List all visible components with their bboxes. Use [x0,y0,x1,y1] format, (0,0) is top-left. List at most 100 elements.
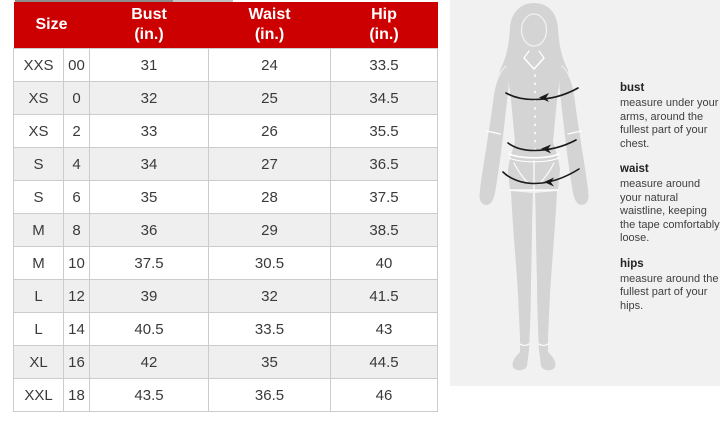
waist-cell: 26 [208,114,332,148]
size-letter-cell: XL [13,345,64,379]
top-crop-line-light [173,0,233,2]
hip-cell: 37.5 [330,180,439,214]
header-size-label: Size [35,16,68,33]
measure-section-title: bust [620,82,645,94]
waist-cell: 36.5 [208,378,332,412]
bust-cell: 31 [89,48,210,82]
size-chart-row: S 4 34 27 36.5 [13,147,439,181]
header-bust-label: Bust (in.) [131,6,167,43]
hip-cell: 35.5 [330,114,439,148]
bust-cell: 35 [89,180,210,214]
waist-cell: 30.5 [208,246,332,280]
waist-arrowhead [541,144,551,154]
size-number-cell: 0 [62,81,91,115]
header-waist: Waist (in.) [208,2,331,49]
bust-cell: 32 [89,81,210,115]
hip-cell: 44.5 [330,345,439,379]
measure-section: bust measure under your arms, around the… [620,82,720,151]
bust-cell: 43.5 [89,378,210,412]
bust-cell: 37.5 [89,246,210,280]
size-number-cell: 16 [62,345,91,379]
measure-section-title: hips [620,257,644,270]
size-chart-row: XS 2 33 26 35.5 [13,114,439,148]
waist-cell: 32 [208,279,332,313]
measure-section-text: measure around the fullest part of your … [620,272,719,312]
figure-right-arm [558,65,590,206]
figure-left-leg [511,191,533,371]
measurement-arrows [502,87,580,185]
header-waist-label: Waist (in.) [248,6,291,43]
size-chart-row: S 6 35 28 37.5 [13,180,439,214]
top-crop-line-dark [15,0,173,2]
size-number-cell: 2 [62,114,91,148]
figure-face [520,13,548,47]
bust-cell: 36 [89,213,210,247]
size-chart-row: XXS 00 31 24 33.5 [13,48,439,82]
hip-arrowhead [544,177,554,187]
bust-cell: 34 [89,147,210,181]
hip-cell: 41.5 [330,279,439,313]
size-chart-row: XS 0 32 25 34.5 [13,81,439,115]
size-letter-cell: XXL [13,378,64,412]
header-hip: Hip (in.) [330,2,438,49]
size-letter-cell: XXS [13,48,64,82]
how-to-measure-panel: bust measure under your arms, around the… [450,0,720,386]
size-number-cell: 10 [62,246,91,280]
hip-cell: 46 [330,378,439,412]
size-letter-cell: L [13,279,64,313]
hip-cell: 40 [330,246,439,280]
size-chart-row: M 8 36 29 38.5 [13,213,439,247]
bust-arrowhead [539,93,549,102]
hip-arrow [502,168,580,185]
bust-cell: 33 [89,114,210,148]
size-chart-row: M 10 37.5 30.5 40 [13,246,439,280]
size-chart-row: XXL 18 43.5 36.5 46 [13,378,439,412]
bust-cell: 39 [89,279,210,313]
waist-cell: 28 [208,180,332,214]
measure-section: hips measure around the fullest part of … [620,258,720,314]
measure-section-text: measure under your arms, around the full… [620,97,719,150]
size-number-cell: 8 [62,213,91,247]
waist-cell: 35 [208,345,332,379]
woman-silhouette-measurement-figure [478,3,590,371]
figure-right-leg [535,191,557,371]
figure-left-arm [478,65,510,206]
hip-cell: 38.5 [330,213,439,247]
waist-cell: 25 [208,81,332,115]
measure-section-title: waist [620,163,649,175]
waist-cell: 33.5 [208,312,332,346]
bust-cell: 42 [89,345,210,379]
size-number-cell: 14 [62,312,91,346]
size-letter-cell: M [13,246,64,280]
size-number-cell: 18 [62,378,91,412]
size-chart-row: L 14 40.5 33.5 43 [13,312,439,346]
size-number-cell: 12 [62,279,91,313]
size-number-cell: 6 [62,180,91,214]
size-chart-table: Size Bust (in.) Waist (in.) Hip (in.) XX… [13,2,439,412]
waist-cell: 27 [208,147,332,181]
waist-cell: 24 [208,48,332,82]
size-chart-body: XXS 00 31 24 33.5 XS 0 32 25 34.5 XS 2 [13,48,439,412]
measure-section-text: measure around your natural waistline, k… [620,178,720,244]
size-letter-cell: S [13,180,64,214]
size-chart-header-row: Size Bust (in.) Waist (in.) Hip (in.) [13,2,438,49]
hip-cell: 43 [330,312,439,346]
size-chart-row: XL 16 42 35 44.5 [13,345,439,379]
size-letter-cell: L [13,312,64,346]
hip-cell: 36.5 [330,147,439,181]
header-bust: Bust (in.) [89,2,209,49]
size-letter-cell: S [13,147,64,181]
header-hip-label: Hip (in.) [369,6,399,43]
size-letter-cell: XS [13,81,64,115]
size-letter-cell: M [13,213,64,247]
size-chart-row: L 12 39 32 41.5 [13,279,439,313]
size-number-cell: 4 [62,147,91,181]
bust-arrow [505,87,579,101]
measure-section: waist measure around your natural waistl… [620,163,720,246]
size-number-cell: 00 [62,48,91,82]
measure-instructions: bust measure under your arms, around the… [620,82,720,325]
header-size: Size [13,2,90,49]
hip-cell: 34.5 [330,81,439,115]
waist-arrow [507,139,577,152]
